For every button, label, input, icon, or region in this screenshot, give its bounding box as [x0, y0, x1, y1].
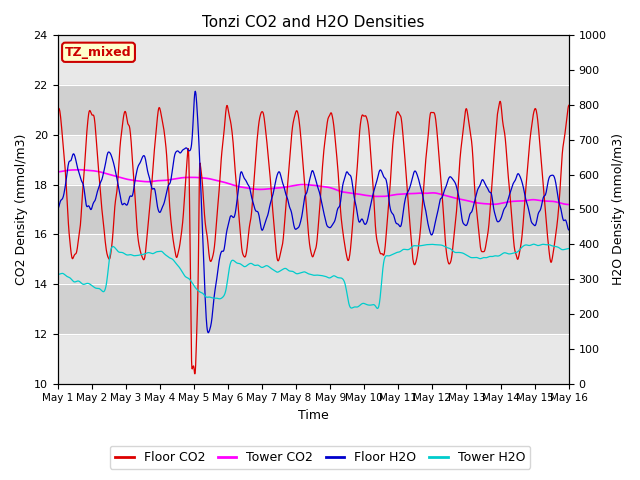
Floor H2O — [282, 191, 289, 196]
Tower CO2 — [93, 168, 101, 174]
Tower H2O — [565, 246, 573, 252]
Floor CO2 — [93, 148, 101, 154]
Y-axis label: CO2 Density (mmol/m3): CO2 Density (mmol/m3) — [15, 134, 28, 285]
Line: Floor CO2: Floor CO2 — [58, 101, 569, 374]
Bar — [58, 184, 569, 284]
Tower CO2 — [271, 185, 278, 191]
Bar — [58, 284, 569, 334]
Floor H2O — [114, 180, 122, 186]
Tower CO2 — [115, 174, 122, 180]
Tower H2O — [291, 269, 298, 275]
Tower H2O — [530, 241, 538, 247]
Floor H2O — [93, 190, 101, 195]
Floor CO2 — [114, 177, 122, 182]
Tower H2O — [271, 268, 278, 274]
Floor H2O — [271, 181, 279, 187]
Line: Tower H2O: Tower H2O — [58, 244, 569, 309]
X-axis label: Time: Time — [298, 409, 328, 422]
Tower H2O — [54, 272, 61, 277]
Floor H2O — [54, 206, 61, 212]
Floor CO2 — [54, 106, 61, 112]
Tower H2O — [93, 286, 101, 291]
Tower CO2 — [76, 167, 83, 173]
Tower CO2 — [565, 202, 573, 207]
Floor H2O — [345, 172, 353, 178]
Tower CO2 — [345, 190, 353, 196]
Title: Tonzi CO2 and H2O Densities: Tonzi CO2 and H2O Densities — [202, 15, 424, 30]
Floor CO2 — [497, 98, 504, 104]
Tower CO2 — [291, 182, 298, 188]
Line: Tower CO2: Tower CO2 — [58, 170, 569, 204]
Floor H2O — [291, 226, 299, 231]
Floor CO2 — [271, 231, 278, 237]
Bar — [58, 85, 569, 135]
Legend: Floor CO2, Tower CO2, Floor H2O, Tower H2O: Floor CO2, Tower CO2, Floor H2O, Tower H… — [109, 446, 531, 469]
Floor CO2 — [291, 114, 298, 120]
Tower CO2 — [282, 184, 289, 190]
Floor CO2 — [565, 103, 573, 108]
Floor CO2 — [191, 371, 199, 377]
Floor CO2 — [282, 210, 289, 216]
Floor H2O — [204, 330, 212, 336]
Tower H2O — [344, 299, 352, 304]
Text: TZ_mixed: TZ_mixed — [65, 46, 132, 59]
Bar — [58, 184, 569, 234]
Floor CO2 — [345, 257, 353, 263]
Floor H2O — [565, 227, 573, 233]
Line: Floor H2O: Floor H2O — [58, 91, 569, 333]
Tower H2O — [114, 249, 122, 254]
Y-axis label: H2O Density (mmol/m3): H2O Density (mmol/m3) — [612, 133, 625, 286]
Floor H2O — [191, 88, 199, 94]
Tower H2O — [281, 265, 289, 271]
Tower H2O — [374, 306, 381, 312]
Tower CO2 — [54, 169, 61, 175]
